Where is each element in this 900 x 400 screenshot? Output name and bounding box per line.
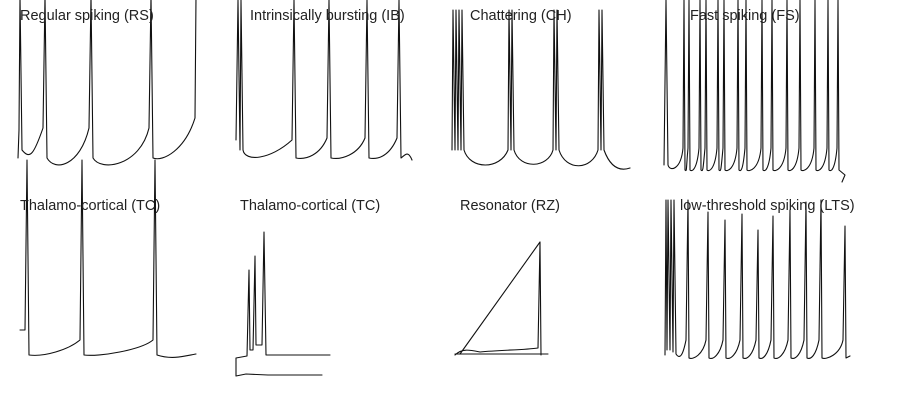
panel-rs: Regular spiking (RS) [17,0,197,166]
panel-title-lts: low-threshold spiking (LTS) [680,198,855,214]
trace-tc-burst [235,231,331,377]
panel-title-ib: Intrinsically bursting (IB) [250,8,405,24]
panel-lts: low-threshold spiking (LTS) [664,198,855,359]
panel-rz: Resonator (RZ) [454,198,560,356]
panel-tc-tonic: Thalamo-cortical (TC) [19,159,197,358]
trace-rz [454,241,549,356]
panel-title-ch: Chattering (CH) [470,8,572,24]
trace-fs [663,0,846,183]
trace-rs [17,0,197,166]
panel-title-rz: Resonator (RZ) [460,198,560,214]
panel-title-fs: Fast spiking (FS) [690,8,800,24]
trace-ib [235,0,413,161]
trace-tc-tonic [19,159,197,358]
panel-title-tc-burst: Thalamo-cortical (TC) [240,198,380,214]
panel-tc-burst: Thalamo-cortical (TC) [235,198,380,377]
panel-ch: Chattering (CH) [451,8,631,170]
trace-lts [664,199,851,359]
panel-fs: Fast spiking (FS) [663,0,846,183]
panel-title-tc-tonic: Thalamo-cortical (TC) [20,198,160,214]
panel-ib: Intrinsically bursting (IB) [235,0,413,161]
panel-title-rs: Regular spiking (RS) [20,8,154,24]
trace-ch [451,9,631,170]
